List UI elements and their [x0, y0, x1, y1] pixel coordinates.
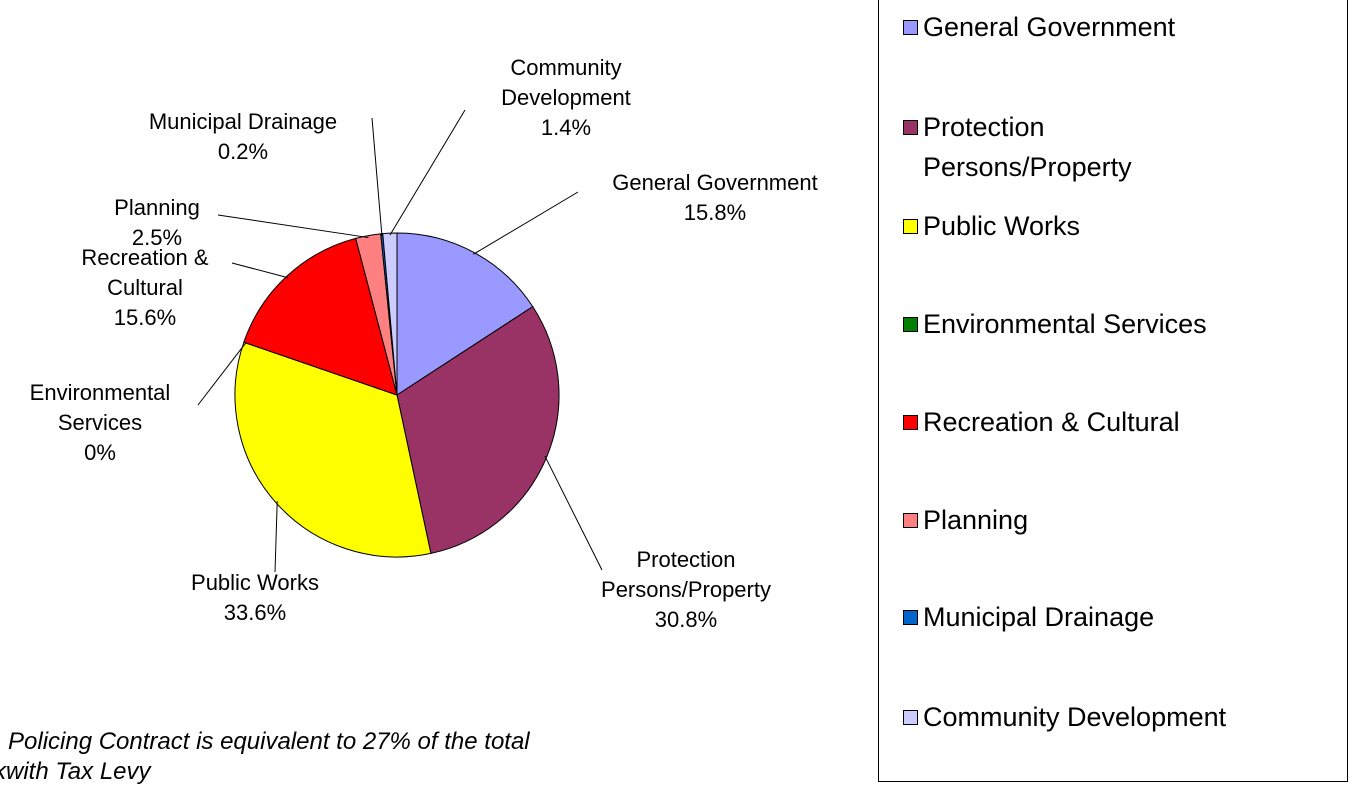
slice-label: General Government: [612, 170, 818, 195]
legend: General Government Protection Persons/Pro…: [878, 0, 1348, 782]
legend-entry: Public Works: [903, 206, 1080, 246]
legend-swatch: [903, 120, 918, 135]
pie-slice: [234, 341, 432, 558]
slice-label: Planning: [114, 195, 200, 220]
slice-label: Environmental Services: [29, 380, 171, 435]
slice-label-box: Recreation & Cultural 15.6%: [65, 243, 225, 333]
slice-label-box: Planning 2.5%: [97, 193, 217, 253]
leader-line: [274, 501, 278, 573]
legend-swatch: [903, 415, 918, 430]
leader-line: [197, 342, 247, 406]
pie-chart: [197, 109, 603, 573]
leader-line: [389, 109, 466, 236]
legend-swatch: [903, 20, 918, 35]
legend-swatch: [903, 610, 918, 625]
pie-slice: [382, 232, 398, 396]
slice-value-label: 0.2%: [217, 139, 269, 164]
legend-entry: Planning: [903, 500, 1028, 540]
slice-label: Municipal Drainage: [148, 109, 338, 134]
footnote: Policing Contract is equivalent to 27% o…: [8, 728, 530, 755]
leader-line: [544, 455, 603, 571]
legend-entry: Community Development: [903, 697, 1226, 737]
leader-line: [217, 214, 369, 239]
slice-label-box: Environmental Services 0%: [15, 378, 185, 468]
legend-label: Public Works: [923, 211, 1081, 241]
pie-slice: [396, 232, 534, 396]
leader-line: [473, 191, 579, 255]
pie-slice: [243, 237, 398, 396]
legend-entry: Municipal Drainage: [903, 597, 1154, 637]
slice-label-box: Public Works 33.6%: [145, 568, 365, 628]
legend-swatch: [903, 513, 918, 528]
legend-label: Planning: [923, 505, 1029, 535]
slice-label-box: General Government 15.8%: [555, 168, 875, 228]
legend-entry: General Government: [903, 7, 1175, 47]
slice-value-label: 33.6%: [223, 600, 287, 625]
legend-label: Protection Persons/Property: [923, 112, 1132, 182]
slice-label: Public Works: [191, 570, 319, 595]
leader-line: [231, 262, 289, 279]
legend-entry: Recreation & Cultural: [903, 402, 1180, 442]
slice-value-label: 30.8%: [654, 607, 718, 632]
legend-label: General Government: [923, 12, 1176, 42]
footnote: kwith Tax Levy: [0, 758, 151, 785]
legend-entry: Protection Persons/Property: [903, 107, 1223, 187]
legend-swatch: [903, 710, 918, 725]
slice-label-box: Community Development 1.4%: [466, 53, 666, 143]
legend-label: Environmental Services: [923, 309, 1207, 339]
slice-label-box: Municipal Drainage 0.2%: [103, 107, 383, 167]
slice-value-label: 15.8%: [683, 200, 747, 225]
pie-slice: [396, 305, 560, 555]
slice-value-label: 0%: [84, 440, 116, 465]
legend-swatch: [903, 219, 918, 234]
slice-label: Community Development: [501, 55, 631, 110]
leader-line: [371, 117, 383, 236]
slice-label: Recreation & Cultural: [81, 245, 209, 300]
legend-label: Community Development: [923, 702, 1227, 732]
legend-entry: Environmental Services: [903, 304, 1207, 344]
legend-label: Municipal Drainage: [923, 602, 1155, 632]
legend-label: Recreation & Cultural: [923, 407, 1180, 437]
slice-label: Protection Persons/Property: [601, 547, 771, 602]
slice-value-label: 2.5%: [131, 225, 183, 250]
slice-value-label: 1.4%: [540, 115, 592, 140]
legend-swatch: [903, 317, 918, 332]
slice-value-label: 15.6%: [113, 305, 177, 330]
slice-label-box: Protection Persons/Property 30.8%: [576, 545, 796, 635]
